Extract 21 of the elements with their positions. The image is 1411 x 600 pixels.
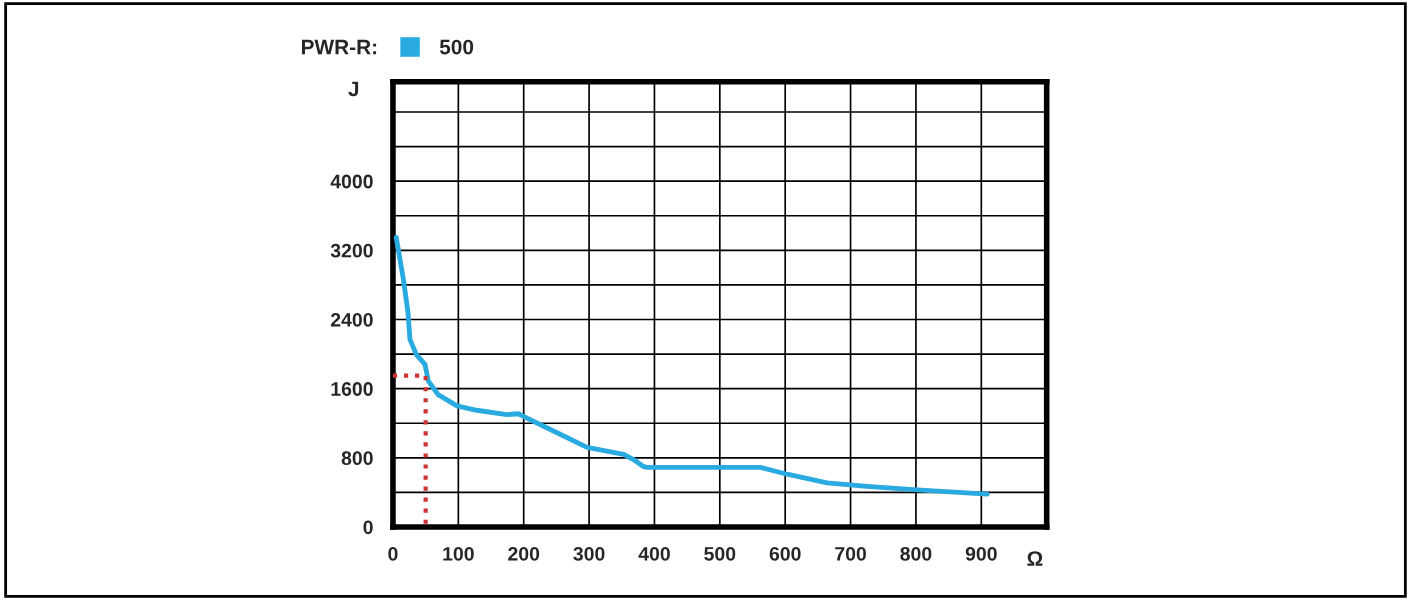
x-tick-label: 200 [508, 546, 540, 561]
x-axis-title: Ω [1027, 551, 1043, 566]
y-tick-label: 2400 [330, 312, 373, 327]
y-tick-label: 0 [363, 520, 373, 535]
x-tick-label: 400 [638, 546, 670, 561]
x-tick-label: 500 [704, 546, 736, 561]
x-tick-label: 900 [965, 546, 997, 561]
x-tick-label: 700 [835, 546, 866, 561]
x-tick-label: 300 [573, 546, 605, 561]
legend-label: 500 [439, 39, 474, 55]
line-series [393, 234, 990, 497]
y-axis-title: J [348, 81, 359, 97]
y-tick-label: 4000 [330, 174, 373, 189]
y-tick-label: 1600 [331, 382, 373, 396]
x-tick-label: 100 [443, 546, 474, 561]
legend-title: PWR-R: [301, 39, 377, 55]
x-tick-label: 800 [900, 546, 932, 561]
x-tick-label: 0 [388, 546, 398, 561]
y-tick-label: 800 [341, 451, 373, 466]
x-tick-label: 600 [769, 546, 801, 561]
y-tick-label: 3200 [330, 243, 373, 258]
